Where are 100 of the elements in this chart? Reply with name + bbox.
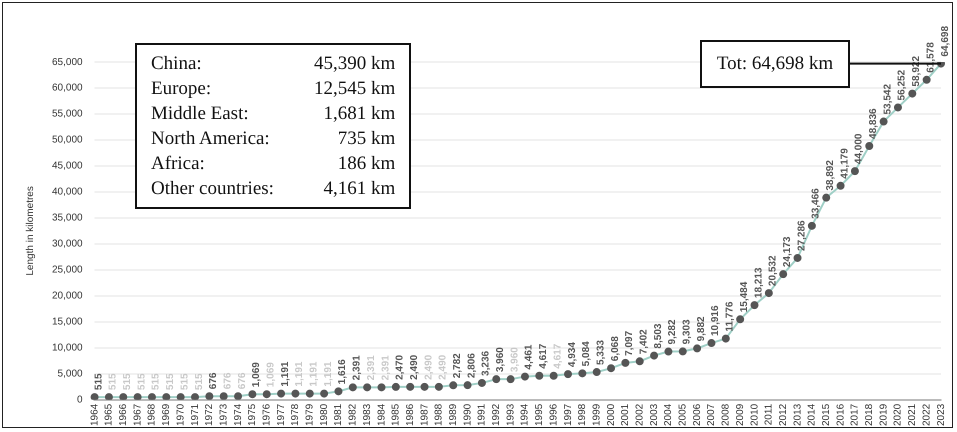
text: 48,836 (868, 108, 880, 139)
text: 4,934 (566, 342, 578, 368)
y-tick-label: 5,000 (58, 368, 84, 380)
x-tick-label: 2013 (792, 403, 804, 426)
text: 3,236 (480, 350, 492, 376)
text: 64,698 (940, 26, 951, 57)
x-tick-label: 2010 (749, 403, 760, 426)
x-tick-label: 1982 (348, 403, 359, 426)
x-tick-label: 1980 (318, 403, 330, 426)
text: Africa: 186 km (151, 153, 396, 174)
x-tick-label: 1978 (290, 403, 302, 426)
x-tick-label: 1981 (333, 403, 344, 426)
text: 20,532 (768, 255, 779, 286)
text: 5,084 (581, 341, 592, 366)
x-tick-label: 2006 (692, 403, 703, 426)
x-tick-label: 1989 (448, 403, 459, 426)
y-tick-label: 35,000 (52, 212, 84, 224)
text: 2,782 (452, 353, 463, 378)
x-tick-label: 2019 (878, 403, 890, 426)
text: 2,391 (352, 355, 363, 380)
text: North America: 735 km (151, 128, 396, 149)
x-tick-label: 1971 (190, 403, 201, 426)
x-tick-label: 2012 (778, 403, 789, 426)
x-tick-label: 1997 (562, 403, 574, 426)
y-tick-label: 25,000 (52, 264, 84, 276)
text: 1,616 (337, 359, 348, 384)
x-tick-label: 1983 (362, 403, 373, 426)
text: 38,892 (824, 160, 836, 191)
x-tick-label: 2016 (835, 403, 846, 426)
text: 9,282 (667, 319, 678, 345)
x-tick-label: 2008 (720, 403, 732, 426)
y-tick-label: 65,000 (52, 56, 84, 68)
x-tick-label: 1999 (591, 403, 602, 426)
y-tick-label: 0 (77, 394, 84, 406)
x-tick-label: 1965 (104, 403, 115, 426)
x-tick-label: 2015 (820, 403, 832, 426)
x-tick-label: 2000 (606, 403, 617, 426)
x-tick-label: 1970 (175, 403, 186, 426)
text: 515 (93, 373, 104, 390)
x-tick-label: 1973 (218, 403, 230, 426)
x-tick-label: 1993 (505, 403, 516, 426)
x-tick-label: 2022 (921, 403, 932, 426)
x-tick-label: 1996 (548, 403, 560, 426)
x-tick-label: 1987 (419, 403, 430, 426)
text: 1,191 (280, 362, 291, 387)
text: China: 45,390 km (151, 53, 396, 74)
x-tick-label: 2021 (907, 403, 918, 426)
text: 11,776 (724, 302, 736, 332)
text: 41,179 (839, 148, 850, 179)
x-tick-label: 1964 (89, 403, 100, 426)
x-tick-label: 2001 (620, 403, 632, 426)
x-tick-label: 1994 (520, 403, 531, 426)
x-tick-label: 2011 (764, 403, 775, 426)
text: 7,402 (638, 329, 650, 354)
y-tick-label: 55,000 (52, 108, 84, 120)
x-tick-label: 1977 (276, 403, 287, 426)
y-tick-label: 50,000 (52, 134, 84, 146)
x-tick-label: 2004 (663, 403, 674, 426)
x-tick-label: 1984 (376, 403, 388, 426)
text: 6,068 (610, 336, 621, 362)
text: 676 (208, 372, 220, 390)
x-tick-label: 1966 (118, 403, 130, 426)
x-tick-label: 1991 (476, 403, 488, 426)
x-tick-label: 2007 (706, 403, 718, 426)
text: 24,173 (782, 236, 793, 268)
x-tick-label: 1985 (390, 403, 402, 426)
text: 10,916 (710, 305, 722, 336)
x-tick-label: 1975 (247, 403, 258, 426)
x-tick-label: 2018 (864, 403, 876, 426)
text: Middle East: 1,681 km (151, 103, 396, 124)
text: 2,490 (408, 354, 420, 380)
text: 9,882 (696, 316, 707, 342)
text: 27,286 (796, 220, 808, 251)
text: 56,252 (896, 70, 908, 100)
y-tick-label: 15,000 (52, 316, 84, 328)
text: 7,097 (624, 330, 636, 356)
y-tick-label: 45,000 (52, 160, 84, 172)
y-tick-label: 30,000 (52, 238, 84, 250)
text: 4,461 (524, 344, 535, 370)
text: 33,466 (810, 188, 822, 219)
text: Other countries: 4,161 km (151, 178, 396, 199)
text: 2,470 (394, 354, 406, 380)
x-tick-label: 1995 (534, 403, 546, 426)
x-tick-label: 2014 (806, 403, 818, 426)
text: 18,213 (753, 268, 764, 298)
x-tick-label: 1967 (132, 403, 144, 426)
x-tick-label: 2023 (936, 403, 947, 426)
x-tick-label: 1979 (304, 403, 316, 426)
text: 44,000 (854, 134, 865, 164)
x-tick-label: 2005 (678, 403, 689, 426)
x-tick-label: 2009 (734, 403, 746, 426)
text: 53,542 (882, 84, 894, 115)
x-tick-label: 1972 (204, 403, 216, 426)
x-tick-label: 2003 (648, 403, 660, 426)
annotation: Tot: 64,698 km (700, 40, 850, 88)
x-tick-label: 1974 (232, 403, 244, 426)
y-tick-label: 20,000 (52, 290, 84, 302)
x-tick-label: 2002 (634, 403, 646, 426)
text: 4,617 (538, 344, 550, 369)
text: 1,069 (251, 362, 262, 388)
